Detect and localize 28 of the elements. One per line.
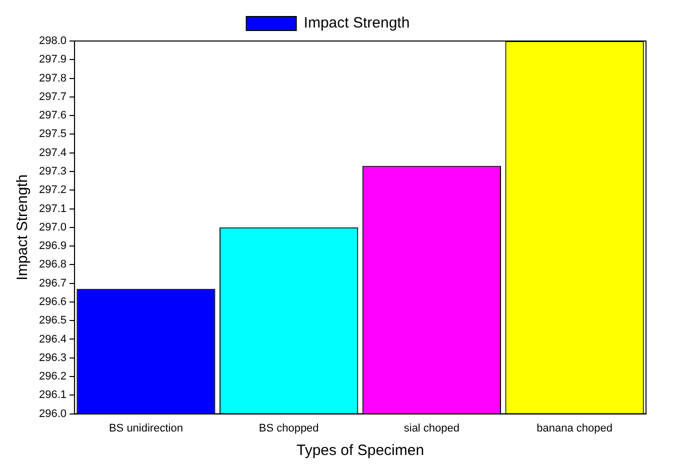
y-tick-label: 298.0 — [38, 35, 67, 48]
y-tick-label: 296.7 — [38, 277, 67, 290]
y-tick-label: 296.2 — [38, 370, 67, 383]
x-tick-label: BS unidirection — [108, 422, 183, 434]
x-tick-label: banana choped — [536, 422, 612, 434]
y-tick-label: 296.3 — [38, 352, 67, 364]
y-tick-label: 297.3 — [38, 166, 67, 178]
y-tick-label: 297.7 — [38, 90, 67, 103]
y-tick-label: 296.1 — [38, 389, 67, 402]
y-tick-label: 297.9 — [38, 54, 67, 66]
y-tick-label: 297.4 — [38, 146, 67, 159]
y-tick-label: 296.8 — [38, 258, 67, 271]
x-axis-title: Types of Specimen — [296, 442, 424, 460]
y-tick-label: 297.8 — [38, 72, 67, 84]
legend-label: Impact Strength — [304, 14, 410, 32]
y-tick-label: 296.6 — [38, 296, 67, 308]
x-tick-label: sial choped — [404, 422, 460, 434]
y-tick-label: 297.2 — [38, 184, 67, 196]
y-tick-label: 296.0 — [38, 408, 67, 420]
y-tick-label: 297.0 — [38, 221, 67, 234]
y-tick-label: 296.4 — [38, 333, 67, 346]
y-axis-title: Impact Strength — [14, 174, 32, 280]
y-tick-label: 296.5 — [38, 314, 67, 327]
y-tick-label: 297.6 — [38, 110, 67, 122]
y-tick-label: 297.1 — [38, 202, 67, 215]
x-tick-label: BS chopped — [258, 422, 319, 434]
y-tick-label: 296.9 — [38, 240, 67, 252]
y-tick-label: 297.5 — [38, 128, 67, 140]
